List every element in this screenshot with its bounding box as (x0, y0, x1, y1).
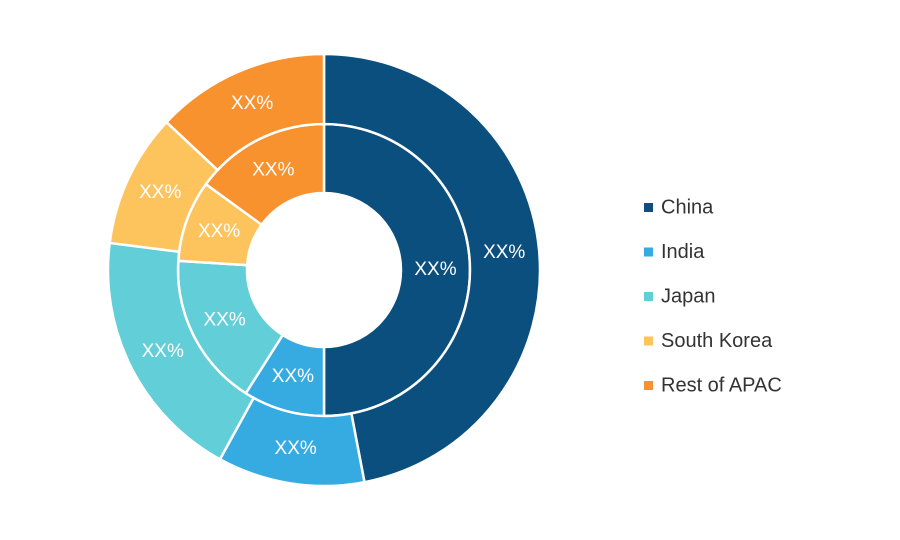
value-label: XX% (142, 341, 184, 362)
legend-label: South Korea (661, 330, 773, 352)
legend-label: China (661, 196, 714, 218)
value-label: XX% (483, 242, 525, 263)
value-label: XX% (272, 366, 314, 387)
legend-swatch (644, 292, 653, 301)
legend-swatch (644, 203, 653, 212)
donut-segment (164, 52, 326, 172)
value-label: XX% (275, 438, 317, 459)
legend-swatch (644, 336, 653, 346)
value-label: XX% (204, 310, 246, 331)
legend-label: India (661, 241, 705, 263)
value-label: XX% (198, 221, 240, 242)
legend-label: Rest of APAC (661, 374, 782, 396)
donut-segment (322, 52, 542, 484)
value-label: XX% (252, 160, 294, 181)
value-label: XX% (231, 93, 273, 114)
value-label: XX% (139, 182, 181, 203)
legend-swatch (644, 247, 653, 257)
legend-swatch (644, 381, 653, 390)
value-label: XX% (414, 259, 456, 280)
legend-label: Japan (661, 285, 716, 307)
